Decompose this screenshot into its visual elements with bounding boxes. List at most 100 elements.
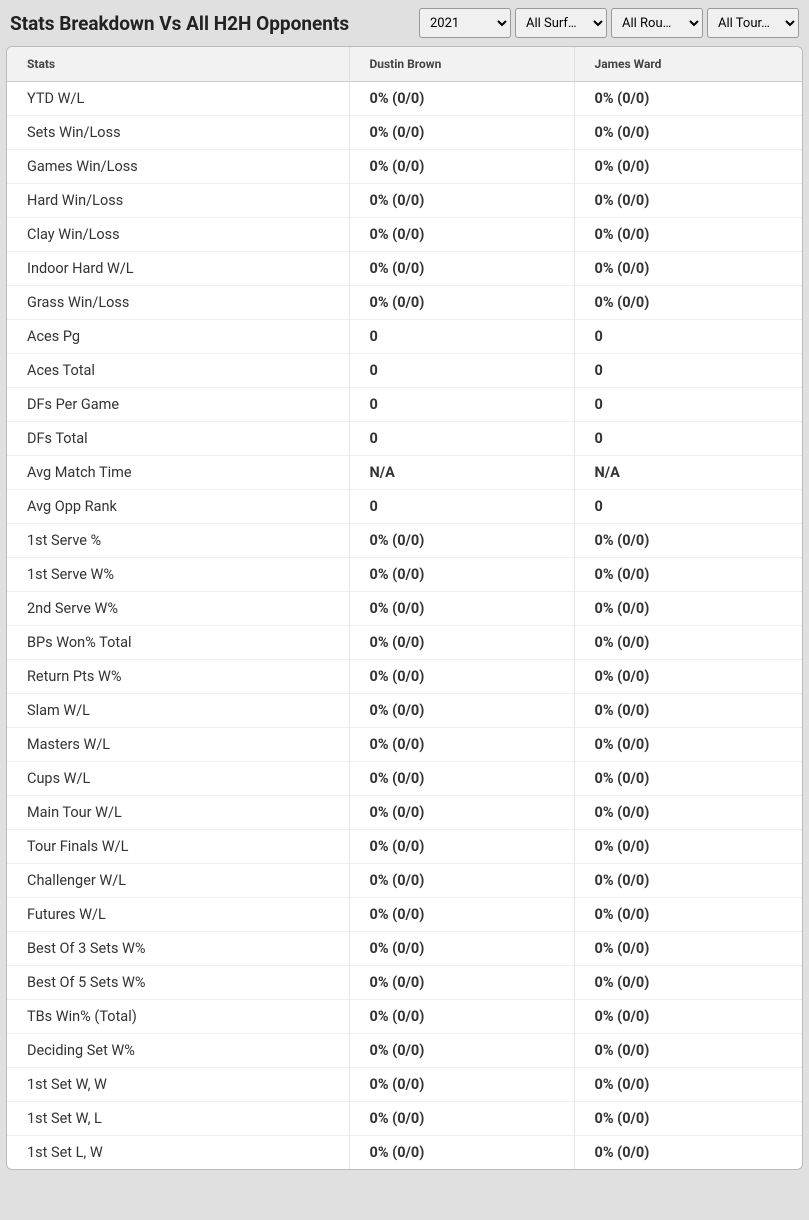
stat-value-player1: 0% (0/0) — [349, 762, 574, 796]
stat-value-player1: 0 — [349, 490, 574, 524]
stat-label: 1st Set L, W — [7, 1136, 349, 1170]
stat-value-player1: 0 — [349, 388, 574, 422]
stat-label: TBs Win% (Total) — [7, 1000, 349, 1034]
stat-label: Tour Finals W/L — [7, 830, 349, 864]
stat-value-player1: 0% (0/0) — [349, 82, 574, 116]
stat-value-player1: 0% (0/0) — [349, 694, 574, 728]
stat-label: Main Tour W/L — [7, 796, 349, 830]
column-header-player1: Dustin Brown — [349, 47, 574, 82]
table-row: 1st Set L, W0% (0/0)0% (0/0) — [7, 1136, 802, 1170]
stats-table: Stats Dustin Brown James Ward YTD W/L0% … — [7, 47, 802, 1169]
stat-value-player2: 0% (0/0) — [574, 252, 802, 286]
stat-value-player2: 0% (0/0) — [574, 966, 802, 1000]
tour-select[interactable]: All Tour… — [707, 8, 799, 38]
stat-value-player2: 0% (0/0) — [574, 830, 802, 864]
table-row: Games Win/Loss0% (0/0)0% (0/0) — [7, 150, 802, 184]
column-header-stats: Stats — [7, 47, 349, 82]
table-row: Challenger W/L0% (0/0)0% (0/0) — [7, 864, 802, 898]
stat-label: DFs Total — [7, 422, 349, 456]
table-header-row: Stats Dustin Brown James Ward — [7, 47, 802, 82]
stat-value-player2: 0% (0/0) — [574, 660, 802, 694]
stat-value-player2: 0% (0/0) — [574, 762, 802, 796]
stat-value-player2: 0% (0/0) — [574, 286, 802, 320]
stat-value-player2: 0% (0/0) — [574, 116, 802, 150]
stat-label: Avg Match Time — [7, 456, 349, 490]
table-row: Slam W/L0% (0/0)0% (0/0) — [7, 694, 802, 728]
stat-value-player2: 0% (0/0) — [574, 150, 802, 184]
stats-breakdown-container: Stats Breakdown Vs All H2H Opponents 202… — [0, 0, 809, 1170]
stat-label: Sets Win/Loss — [7, 116, 349, 150]
column-header-player2: James Ward — [574, 47, 802, 82]
stat-value-player2: 0 — [574, 388, 802, 422]
stat-value-player1: 0% (0/0) — [349, 218, 574, 252]
stat-value-player1: 0 — [349, 320, 574, 354]
stat-label: Futures W/L — [7, 898, 349, 932]
stat-value-player2: 0 — [574, 354, 802, 388]
stat-label: Cups W/L — [7, 762, 349, 796]
stat-label: Avg Opp Rank — [7, 490, 349, 524]
stat-value-player2: 0% (0/0) — [574, 1068, 802, 1102]
table-row: Clay Win/Loss0% (0/0)0% (0/0) — [7, 218, 802, 252]
stat-label: Best Of 3 Sets W% — [7, 932, 349, 966]
stat-value-player1: 0% (0/0) — [349, 1000, 574, 1034]
stat-value-player2: N/A — [574, 456, 802, 490]
stat-label: Hard Win/Loss — [7, 184, 349, 218]
stat-value-player1: 0% (0/0) — [349, 898, 574, 932]
stat-label: BPs Won% Total — [7, 626, 349, 660]
table-row: 1st Serve W%0% (0/0)0% (0/0) — [7, 558, 802, 592]
year-select[interactable]: 2021 — [419, 8, 511, 38]
table-row: Sets Win/Loss0% (0/0)0% (0/0) — [7, 116, 802, 150]
stat-label: YTD W/L — [7, 82, 349, 116]
stat-value-player2: 0% (0/0) — [574, 796, 802, 830]
stat-value-player2: 0% (0/0) — [574, 1000, 802, 1034]
stat-value-player2: 0% (0/0) — [574, 694, 802, 728]
stat-value-player2: 0% (0/0) — [574, 184, 802, 218]
stat-value-player1: 0% (0/0) — [349, 796, 574, 830]
stats-tbody: YTD W/L0% (0/0)0% (0/0)Sets Win/Loss0% (… — [7, 82, 802, 1170]
stat-value-player1: 0% (0/0) — [349, 592, 574, 626]
stat-value-player2: 0 — [574, 422, 802, 456]
stat-value-player2: 0 — [574, 490, 802, 524]
stat-value-player1: N/A — [349, 456, 574, 490]
stat-value-player2: 0% (0/0) — [574, 1034, 802, 1068]
surface-select[interactable]: All Surf… — [515, 8, 607, 38]
stat-label: Clay Win/Loss — [7, 218, 349, 252]
stat-label: 1st Serve W% — [7, 558, 349, 592]
table-row: 1st Set W, W0% (0/0)0% (0/0) — [7, 1068, 802, 1102]
table-row: Best Of 5 Sets W%0% (0/0)0% (0/0) — [7, 966, 802, 1000]
stat-label: Challenger W/L — [7, 864, 349, 898]
stat-value-player2: 0% (0/0) — [574, 932, 802, 966]
table-row: Avg Opp Rank00 — [7, 490, 802, 524]
table-row: Hard Win/Loss0% (0/0)0% (0/0) — [7, 184, 802, 218]
stat-value-player1: 0% (0/0) — [349, 184, 574, 218]
round-select[interactable]: All Rou… — [611, 8, 703, 38]
table-row: Aces Pg00 — [7, 320, 802, 354]
stat-label: Aces Total — [7, 354, 349, 388]
stat-value-player1: 0% (0/0) — [349, 1136, 574, 1170]
stat-value-player1: 0% (0/0) — [349, 116, 574, 150]
table-row: DFs Per Game00 — [7, 388, 802, 422]
stat-value-player1: 0% (0/0) — [349, 1034, 574, 1068]
stat-value-player1: 0% (0/0) — [349, 830, 574, 864]
table-row: Deciding Set W%0% (0/0)0% (0/0) — [7, 1034, 802, 1068]
stats-table-wrapper: Stats Dustin Brown James Ward YTD W/L0% … — [6, 46, 803, 1170]
table-row: Return Pts W%0% (0/0)0% (0/0) — [7, 660, 802, 694]
table-row: 1st Set W, L0% (0/0)0% (0/0) — [7, 1102, 802, 1136]
table-row: Cups W/L0% (0/0)0% (0/0) — [7, 762, 802, 796]
stat-label: Aces Pg — [7, 320, 349, 354]
table-row: Best Of 3 Sets W%0% (0/0)0% (0/0) — [7, 932, 802, 966]
stat-value-player1: 0% (0/0) — [349, 932, 574, 966]
stat-label: 1st Set W, W — [7, 1068, 349, 1102]
stat-value-player1: 0% (0/0) — [349, 966, 574, 1000]
stat-label: DFs Per Game — [7, 388, 349, 422]
stat-value-player1: 0% (0/0) — [349, 150, 574, 184]
stat-value-player2: 0% (0/0) — [574, 218, 802, 252]
stat-value-player1: 0% (0/0) — [349, 524, 574, 558]
table-row: Futures W/L0% (0/0)0% (0/0) — [7, 898, 802, 932]
stat-value-player2: 0% (0/0) — [574, 592, 802, 626]
stat-value-player1: 0% (0/0) — [349, 1102, 574, 1136]
table-row: Masters W/L0% (0/0)0% (0/0) — [7, 728, 802, 762]
stat-value-player2: 0 — [574, 320, 802, 354]
stat-value-player1: 0% (0/0) — [349, 252, 574, 286]
stat-value-player1: 0% (0/0) — [349, 626, 574, 660]
